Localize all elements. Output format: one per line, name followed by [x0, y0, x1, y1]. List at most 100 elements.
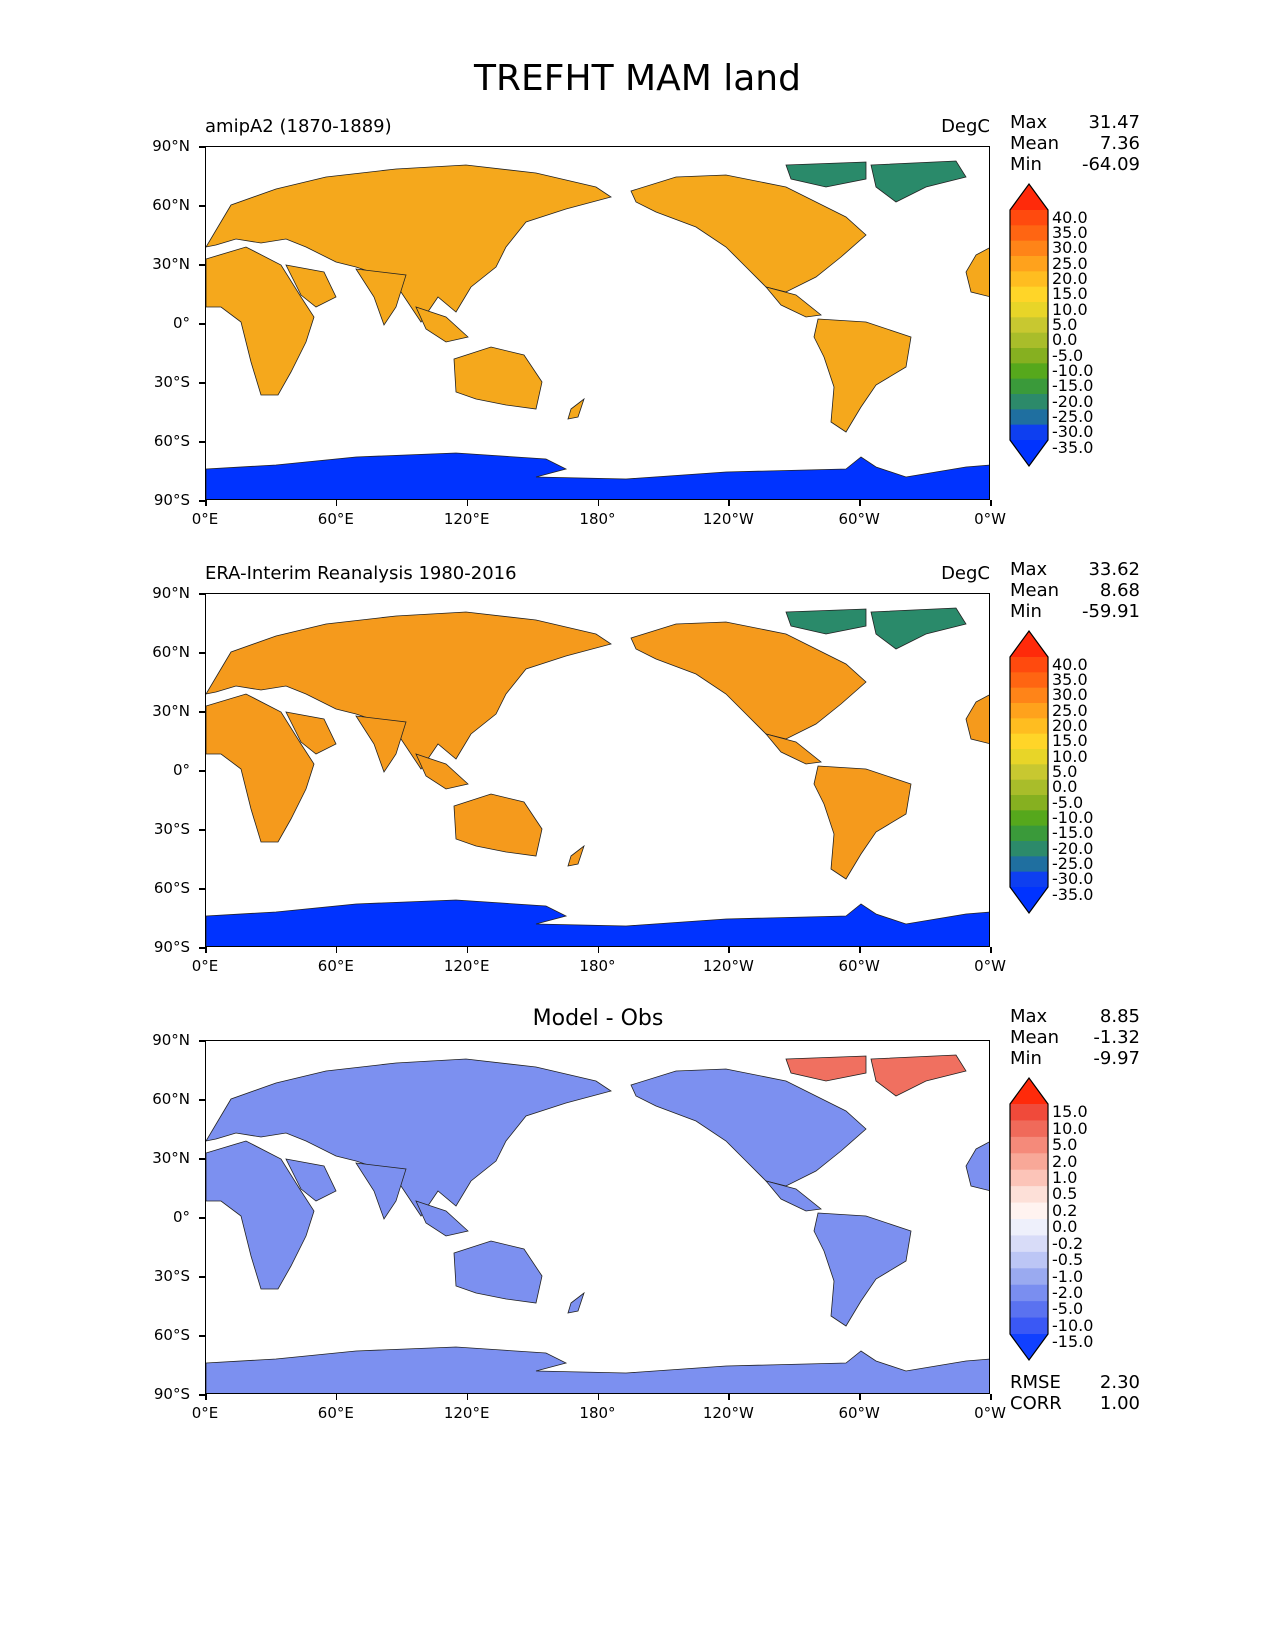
stat-label: RMSE	[1010, 1372, 1061, 1393]
lat-tick-mark	[199, 947, 205, 949]
lon-tick-label: 120°E	[443, 1404, 490, 1422]
india-landmass	[355, 715, 407, 773]
colorbar	[1009, 1076, 1049, 1362]
arabia-landmass	[285, 711, 337, 755]
colorbar-tick-label: 2.0	[1052, 1151, 1078, 1171]
colorbar-segment	[1010, 1153, 1048, 1171]
colorbar-segment	[1010, 378, 1048, 395]
colorbar-segment	[1010, 424, 1048, 441]
arabia-landmass	[285, 1158, 337, 1202]
colorbar-segment	[1010, 1104, 1048, 1122]
stat-label: Max	[1010, 559, 1048, 580]
lat-tick-label: 60°S	[153, 879, 190, 897]
eurasia-landmass	[206, 1058, 612, 1217]
colorbar-tick-label: 5.0	[1052, 1135, 1078, 1155]
colorbar	[1009, 629, 1049, 915]
se-asia-landmass	[415, 1200, 469, 1237]
canadian-arctic-landmass	[785, 161, 867, 188]
lon-tick-mark	[335, 1394, 338, 1400]
australia-landmass	[453, 1240, 543, 1304]
colorbar-tick-label: -20.0	[1052, 391, 1094, 411]
lon-tick-mark	[205, 947, 207, 953]
lon-tick-label: 60°E	[317, 1404, 354, 1422]
stat-mean: Mean -1.32	[1010, 1027, 1140, 1048]
lon-tick-label: 120°W	[702, 957, 754, 975]
colorbar-extend-top	[1010, 1078, 1048, 1104]
colorbar-extend-top	[1010, 184, 1048, 210]
lon-tick-mark	[990, 1394, 992, 1400]
colorbar-tick-label: -10.0	[1052, 1315, 1094, 1335]
stat-label: Min	[1010, 601, 1042, 622]
africa-landmass	[206, 693, 315, 843]
colorbar-tick-label: -35.0	[1052, 884, 1094, 904]
lon-tick-label: 120°W	[702, 1404, 754, 1422]
colorbar-segment	[1010, 764, 1048, 781]
colorbar-segment	[1010, 1284, 1048, 1302]
lat-tick-label: 0°	[172, 314, 190, 332]
lat-tick-mark	[199, 652, 205, 654]
stat-value: 8.68	[1099, 580, 1140, 601]
australia-landmass	[453, 793, 543, 857]
iceland-landmass	[965, 694, 989, 744]
lat-tick-mark	[199, 1394, 205, 1396]
lon-tick-mark	[728, 500, 730, 506]
colorbar-tick-label: 40.0	[1052, 207, 1088, 227]
lon-tick-label: 120°W	[702, 510, 754, 528]
stat-label: CORR	[1010, 1393, 1062, 1414]
india-landmass	[355, 268, 407, 326]
colorbar-segment	[1010, 332, 1048, 349]
lat-tick-mark	[199, 1217, 205, 1219]
lat-tick-mark	[199, 593, 205, 595]
stat-mean: Mean 7.36	[1010, 133, 1140, 154]
colorbar-segment	[1010, 409, 1048, 426]
lon-tick-label: 0°W	[974, 1404, 1006, 1422]
colorbar-segment	[1010, 687, 1048, 704]
lat-tick-label: 60°S	[153, 1326, 190, 1344]
south-america-landmass	[813, 1212, 912, 1327]
colorbar-tick-label: -5.0	[1052, 792, 1084, 812]
colorbar-tick-label: 0.2	[1052, 1200, 1078, 1220]
colorbar-extend-bottom	[1010, 440, 1048, 466]
colorbar-tick-label: -10.0	[1052, 361, 1094, 380]
africa-landmass	[206, 246, 315, 396]
colorbar-segment	[1010, 271, 1048, 288]
colorbar-tick-label: 0.0	[1052, 1217, 1078, 1237]
colorbar-tick-label: -35.0	[1052, 437, 1094, 457]
lat-tick-mark	[199, 500, 205, 502]
stat-min: Min -59.91	[1010, 601, 1140, 622]
colorbar-outline	[1009, 629, 1049, 915]
lon-tick-mark	[859, 1394, 861, 1400]
colorbar-tick-label: 10.0	[1052, 299, 1088, 319]
antarctica-landmass	[206, 452, 989, 499]
colorbar-segment	[1010, 1169, 1048, 1187]
se-asia-landmass	[415, 306, 469, 343]
lat-tick-mark	[199, 323, 205, 325]
lat-tick-label: 30°S	[153, 373, 190, 391]
colorbar-extend-top	[1010, 631, 1048, 657]
lat-tick-mark	[199, 441, 205, 443]
colorbar-tick-label: 35.0	[1052, 223, 1088, 242]
colorbar-tick-label: -30.0	[1052, 422, 1094, 442]
lon-tick-mark	[728, 1394, 730, 1400]
colorbar-tick-label: 1.0	[1052, 1167, 1078, 1187]
lon-tick-label: 180°	[579, 510, 616, 528]
greenland-landmass	[870, 1054, 967, 1097]
colorbar-segment	[1010, 1235, 1048, 1253]
lat-tick-label: 90°S	[153, 491, 190, 509]
lat-tick-label: 30°S	[153, 1267, 190, 1285]
iceland-landmass	[965, 1141, 989, 1191]
stat-label: Min	[1010, 1048, 1042, 1069]
colorbar-segment	[1010, 810, 1048, 827]
lon-tick-label: 0°W	[974, 510, 1006, 528]
colorbar-tick-label: -2.0	[1052, 1282, 1084, 1302]
colorbar-segment	[1010, 871, 1048, 888]
lat-tick-label: 0°	[172, 1208, 190, 1226]
colorbar-tick-label: 30.0	[1052, 685, 1088, 705]
north-america-landmass	[630, 1068, 867, 1187]
greenland-landmass	[870, 160, 967, 203]
stat-label: Mean	[1010, 133, 1060, 154]
lon-tick-mark	[597, 1394, 599, 1400]
lon-tick-mark	[466, 947, 469, 953]
stat-max: Max 31.47	[1010, 112, 1140, 133]
colorbar-segment	[1010, 1136, 1048, 1154]
